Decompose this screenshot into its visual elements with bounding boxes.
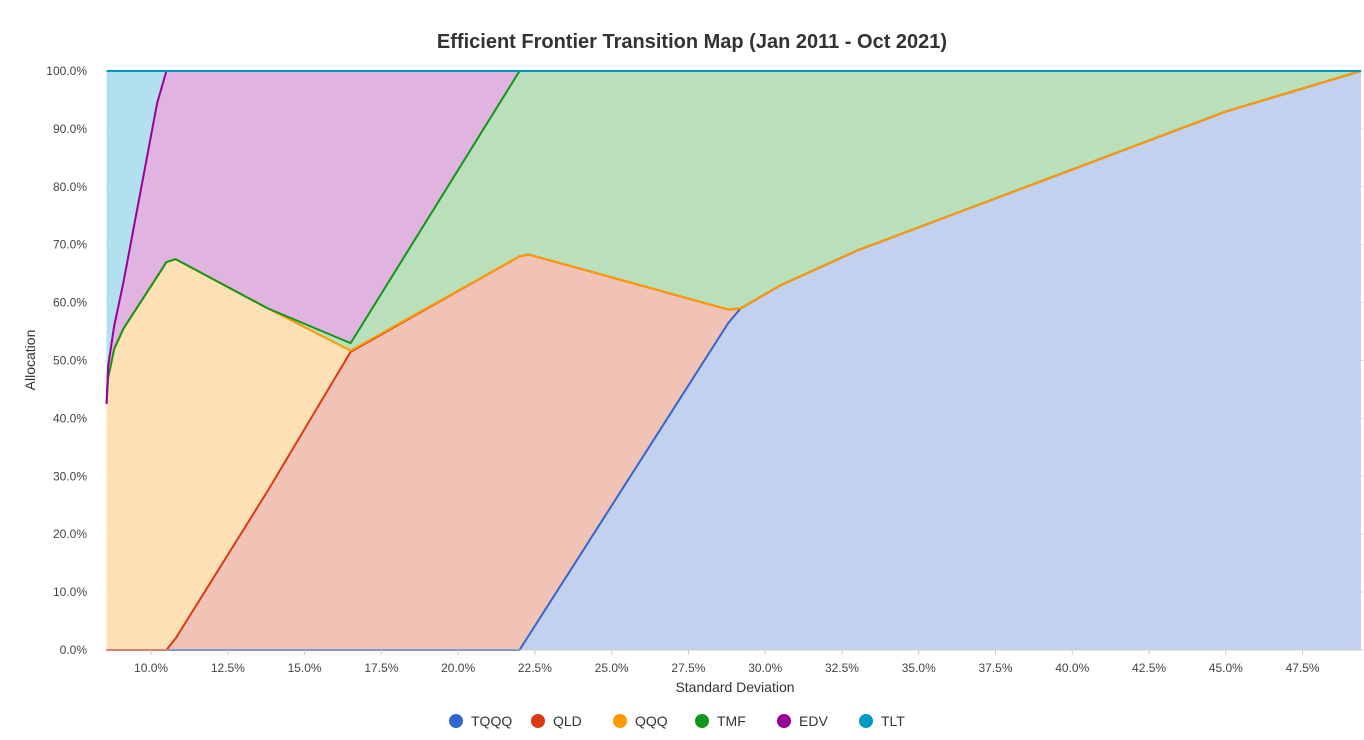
legend-item-qqq[interactable]: QQQ <box>613 713 668 729</box>
x-tick-label: 30.0% <box>748 661 782 675</box>
axes: 0.0% 10.0% 20.0% 30.0% 40.0% 50.0% 60.0% 70.0% 8… <box>46 64 1364 675</box>
x-tick-label: 35.0% <box>902 661 936 675</box>
x-tick-label: 32.5% <box>825 661 859 675</box>
legend-swatch-tmf <box>695 714 709 728</box>
legend-swatch-qld <box>531 714 545 728</box>
x-tick-label: 40.0% <box>1055 661 1089 675</box>
legend-label-tlt: TLT <box>881 713 905 729</box>
legend-item-tlt[interactable]: TLT <box>859 713 905 729</box>
legend-swatch-edv <box>777 714 791 728</box>
x-tick-label: 15.0% <box>288 661 322 675</box>
legend: TQQQ QLD QQQ TMF EDV TLT <box>449 713 905 729</box>
x-tick-label: 27.5% <box>671 661 705 675</box>
y-tick-label: 40.0% <box>53 411 87 425</box>
y-tick-label: 20.0% <box>53 527 87 541</box>
area-qld <box>106 71 1361 650</box>
y-axis-label: Allocation <box>22 330 38 391</box>
area-tqqq <box>106 71 1361 650</box>
y-tick-label: 30.0% <box>53 469 87 483</box>
x-tick-label: 42.5% <box>1132 661 1166 675</box>
area-tmf <box>106 71 1361 404</box>
x-tick-label: 20.0% <box>441 661 475 675</box>
area-edv <box>106 71 1361 404</box>
y-tick-label: 60.0% <box>53 296 87 310</box>
x-tick-label: 17.5% <box>364 661 398 675</box>
area-layer <box>106 71 1361 650</box>
legend-label-edv: EDV <box>799 713 828 729</box>
legend-swatch-tqqq <box>449 714 463 728</box>
legend-label-tmf: TMF <box>717 713 746 729</box>
x-axis-label: Standard Deviation <box>675 679 794 695</box>
x-tick-label: 45.0% <box>1209 661 1243 675</box>
x-tick-label: 37.5% <box>978 661 1012 675</box>
x-tick-label: 12.5% <box>211 661 245 675</box>
y-tick-label: 70.0% <box>53 238 87 252</box>
legend-swatch-tlt <box>859 714 873 728</box>
y-tick-label: 0.0% <box>60 643 88 657</box>
y-tick-label: 80.0% <box>53 180 87 194</box>
y-tick-label: 90.0% <box>53 122 87 136</box>
chart-title: Efficient Frontier Transition Map (Jan 2… <box>437 31 947 53</box>
legend-item-qld[interactable]: QLD <box>531 713 582 729</box>
y-tick-label: 100.0% <box>46 64 87 78</box>
legend-item-tmf[interactable]: TMF <box>695 713 746 729</box>
y-tick-label: 10.0% <box>53 585 87 599</box>
legend-item-tqqq[interactable]: TQQQ <box>449 713 512 729</box>
x-tick-label: 22.5% <box>518 661 552 675</box>
legend-label-tqqq: TQQQ <box>471 713 512 729</box>
legend-label-qqq: QQQ <box>635 713 668 729</box>
y-tick-label: 50.0% <box>53 354 87 368</box>
legend-item-edv[interactable]: EDV <box>777 713 828 729</box>
legend-label-qld: QLD <box>553 713 582 729</box>
legend-swatch-qqq <box>613 714 627 728</box>
x-tick-label: 10.0% <box>134 661 168 675</box>
x-tick-label: 25.0% <box>595 661 629 675</box>
x-tick-label: 47.5% <box>1286 661 1320 675</box>
